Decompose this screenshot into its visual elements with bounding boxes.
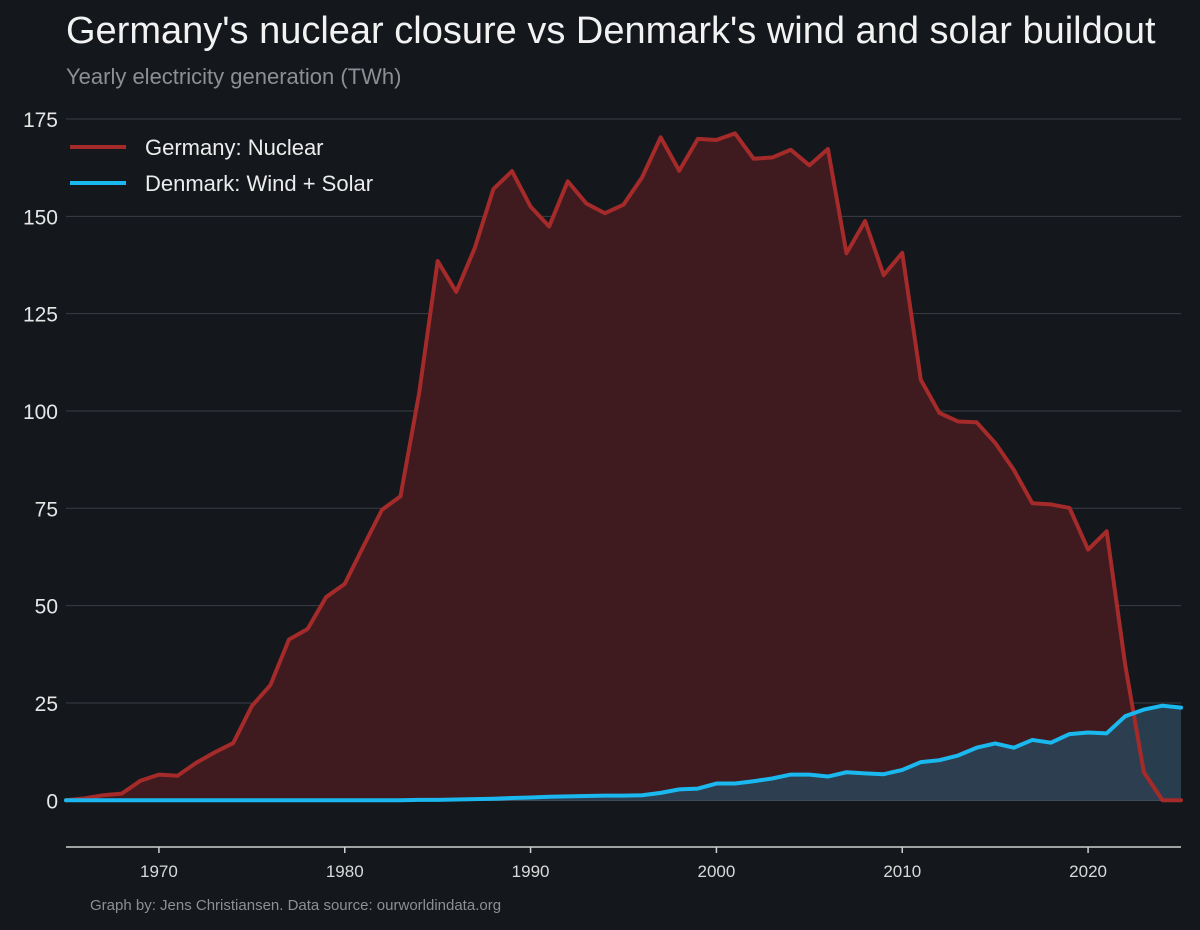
source-credit: Graph by: Jens Christiansen. Data source… bbox=[90, 897, 502, 914]
series-lines bbox=[64, 131, 1183, 803]
x-tick-label: 2020 bbox=[1069, 862, 1107, 881]
y-tick-label: 50 bbox=[35, 596, 58, 619]
x-tick-label: 1990 bbox=[512, 862, 550, 881]
series-area-0 bbox=[66, 133, 1181, 801]
x-tick-label: 1980 bbox=[326, 862, 364, 881]
y-tick-label: 75 bbox=[35, 498, 58, 521]
y-tick-label: 25 bbox=[35, 693, 58, 716]
y-tick-label: 150 bbox=[23, 206, 58, 229]
series-line-0 bbox=[64, 131, 1183, 803]
y-tick-label: 125 bbox=[23, 304, 58, 327]
chart-title: Germany's nuclear closure vs Denmark's w… bbox=[66, 10, 1156, 52]
axes: 0 25 50 75 100 125 150 175 1970 1980 1990 2000 2010 2… bbox=[23, 109, 1181, 881]
series-areas bbox=[66, 133, 1181, 801]
y-tick-label: 100 bbox=[23, 401, 58, 424]
x-tick-label: 2000 bbox=[698, 862, 736, 881]
series-area-1 bbox=[66, 705, 1181, 801]
legend: Germany: Nuclear Denmark: Wind + Solar bbox=[70, 135, 373, 196]
chart-subtitle: Yearly electricity generation (TWh) bbox=[66, 64, 402, 89]
x-tick-label: 2010 bbox=[883, 862, 921, 881]
series-line-1 bbox=[64, 703, 1183, 803]
x-tick-label: 1970 bbox=[140, 862, 178, 881]
legend-label-0: Germany: Nuclear bbox=[145, 135, 324, 160]
y-tick-label: 175 bbox=[23, 109, 58, 132]
legend-label-1: Denmark: Wind + Solar bbox=[145, 171, 373, 196]
y-tick-label: 0 bbox=[46, 790, 58, 813]
